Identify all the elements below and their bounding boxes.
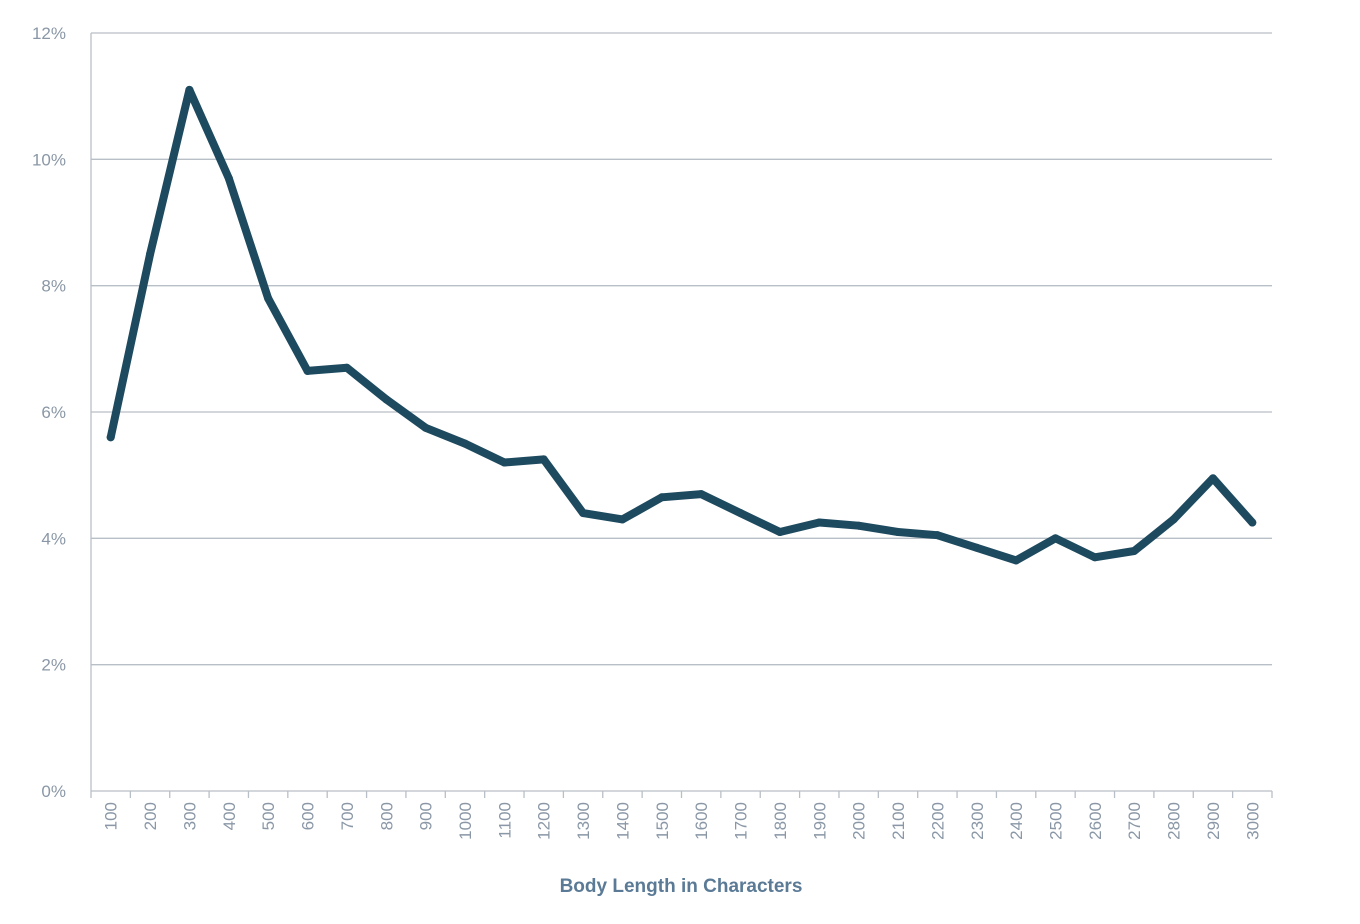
x-tick-label: 1600: [692, 802, 711, 840]
data-point: [224, 174, 233, 183]
x-tick-label: 1200: [535, 802, 554, 840]
data-point: [1208, 474, 1217, 483]
y-tick-label: 6%: [41, 403, 66, 422]
x-tick-label: 2500: [1046, 802, 1065, 840]
y-tick-label: 12%: [32, 24, 66, 43]
data-point: [342, 363, 351, 372]
data-point: [579, 509, 588, 518]
x-axis-title: Body Length in Characters: [560, 876, 803, 897]
x-tick-label: 2100: [889, 802, 908, 840]
data-point: [775, 528, 784, 537]
x-axis-tick-labels: 100 200 300 400 500 600 700 800 900 1000 1100 1200 1…: [102, 802, 1263, 840]
data-point: [539, 455, 548, 464]
data-point: [894, 528, 903, 537]
grid-layer: [91, 32, 1272, 666]
data-point: [815, 518, 824, 527]
x-tick-label: 2200: [928, 802, 947, 840]
data-point: [1169, 515, 1178, 524]
data-point: [736, 509, 745, 518]
data-point: [972, 543, 981, 552]
data-point: [697, 490, 706, 499]
x-tick-label: 2300: [968, 802, 987, 840]
x-tick-label: 200: [141, 802, 160, 830]
x-tick-label: 400: [220, 802, 239, 830]
x-tick-label: 1900: [810, 802, 829, 840]
x-tick-label: 800: [377, 802, 396, 830]
y-tick-label: 2%: [41, 656, 66, 675]
x-tick-label: 900: [417, 802, 436, 830]
data-point: [185, 85, 194, 94]
x-tick-label: 1500: [653, 802, 672, 840]
y-tick-label: 8%: [41, 277, 66, 296]
x-tick-label: 300: [180, 802, 199, 830]
x-tick-label: 500: [259, 802, 278, 830]
x-tick-label: 1800: [771, 802, 790, 840]
x-tick-label: 3000: [1243, 802, 1262, 840]
series-layer: [106, 85, 1257, 565]
data-point: [854, 521, 863, 530]
x-tick-label: 2600: [1086, 802, 1105, 840]
data-point: [460, 439, 469, 448]
y-tick-label: 4%: [41, 529, 66, 548]
x-tick-label: 1400: [613, 802, 632, 840]
data-point: [421, 423, 430, 432]
x-tick-label: 1300: [574, 802, 593, 840]
x-tick-label: 700: [338, 802, 357, 830]
x-tick-label: 100: [102, 802, 121, 830]
data-point: [933, 531, 942, 540]
x-tick-label: 2900: [1204, 802, 1223, 840]
data-point: [106, 433, 115, 442]
x-tick-label: 2700: [1125, 802, 1144, 840]
y-tick-label: 0%: [41, 782, 66, 801]
y-tick-label: 10%: [32, 150, 66, 169]
data-point: [500, 458, 509, 467]
series-line: [106, 85, 1257, 565]
x-tick-label: 1000: [456, 802, 475, 840]
x-tick-label: 600: [299, 802, 318, 830]
data-point: [1248, 518, 1257, 527]
data-point: [657, 493, 666, 502]
y-axis-tick-labels: 0% 2% 4% 6% 8% 10% 12%: [32, 24, 66, 801]
data-point: [146, 250, 155, 259]
data-point: [382, 395, 391, 404]
x-tick-label: 2000: [850, 802, 869, 840]
data-point: [1090, 553, 1099, 562]
x-tick-label: 2400: [1007, 802, 1026, 840]
x-tick-label: 2800: [1165, 802, 1184, 840]
x-tick-label: 1100: [495, 802, 514, 839]
data-point: [264, 294, 273, 303]
axis-layer: [90, 33, 1273, 798]
data-point: [1130, 546, 1139, 555]
data-point: [1012, 556, 1021, 565]
data-point: [1051, 534, 1060, 543]
data-point: [303, 366, 312, 375]
x-tick-label: 1700: [732, 802, 751, 840]
data-point: [618, 515, 627, 524]
